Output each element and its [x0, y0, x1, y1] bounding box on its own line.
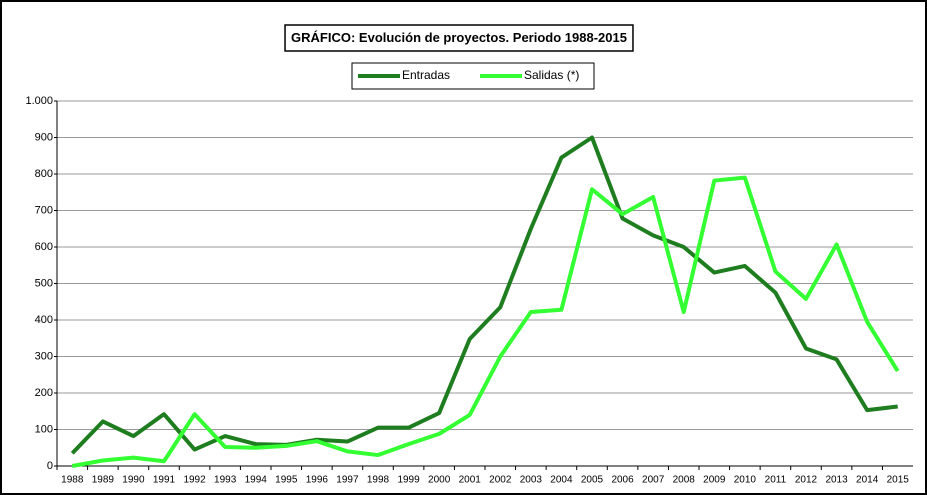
chart-title: GRÁFICO: Evolución de proyectos. Periodo… — [291, 30, 627, 45]
x-tick-label: 2008 — [673, 475, 696, 486]
x-tick-label: 2005 — [581, 475, 604, 486]
x-tick-label: 2014 — [856, 475, 879, 486]
x-tick-label: 1993 — [214, 475, 237, 486]
x-tick-label: 2001 — [459, 475, 482, 486]
x-tick-label: 1997 — [336, 475, 359, 486]
x-tick-label: 2000 — [428, 475, 451, 486]
x-tick-label: 1988 — [61, 475, 84, 486]
legend-label: Salidas (*) — [524, 68, 579, 82]
x-tick-label: 2004 — [550, 475, 573, 486]
x-tick-label: 2011 — [765, 475, 787, 486]
title-box — [284, 24, 634, 52]
y-tick-label: 300 — [35, 350, 53, 362]
legend-label: Entradas — [402, 68, 450, 82]
x-tick-label: 1994 — [245, 475, 268, 486]
x-tick-label: 1999 — [397, 475, 420, 486]
y-tick-label: 900 — [35, 131, 53, 143]
x-tick-label: 1990 — [122, 475, 145, 486]
y-tick-label: 1.000 — [25, 95, 53, 107]
y-tick-label: 0 — [47, 460, 53, 472]
x-tick-label: 2010 — [734, 475, 757, 486]
x-tick-label: 2006 — [611, 475, 634, 486]
x-tick-label: 2002 — [489, 475, 512, 486]
x-tick-label: 2013 — [825, 475, 848, 486]
x-tick-label: 2003 — [520, 475, 543, 486]
series-line — [71, 175, 900, 468]
x-tick-label: 2012 — [795, 475, 818, 486]
y-tick-label: 100 — [35, 423, 53, 435]
x-tick-label: 2009 — [703, 475, 726, 486]
y-tick-label: 800 — [35, 168, 53, 180]
x-tick-label: 2007 — [642, 475, 665, 486]
x-tick-label: 2015 — [887, 475, 910, 486]
y-tick-label: 600 — [35, 241, 53, 253]
x-tick-label: 1992 — [183, 475, 206, 486]
y-tick-label: 200 — [35, 387, 53, 399]
x-tick-label: 1991 — [153, 475, 176, 486]
x-tick-label: 1995 — [275, 475, 298, 486]
series-line — [70, 135, 898, 455]
x-tick-label: 1996 — [306, 475, 329, 486]
y-tick-label: 400 — [35, 314, 53, 326]
y-tick-label: 500 — [35, 277, 53, 289]
y-tick-label: 700 — [35, 204, 53, 216]
x-tick-label: 1998 — [367, 475, 390, 486]
x-tick-label: 1989 — [92, 475, 115, 486]
